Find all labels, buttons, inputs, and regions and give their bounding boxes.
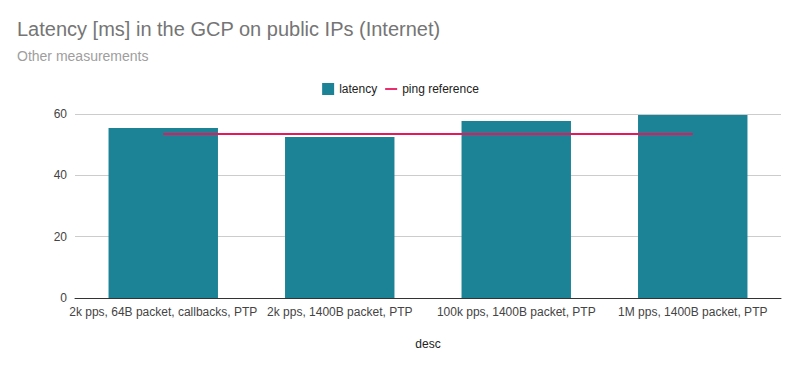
svg-text:Other measurements: Other measurements: [17, 48, 149, 64]
svg-text:40: 40: [54, 168, 68, 182]
svg-text:ping reference: ping reference: [402, 82, 479, 96]
svg-text:2k pps, 1400B packet, PTP: 2k pps, 1400B packet, PTP: [267, 305, 412, 319]
svg-text:20: 20: [54, 230, 68, 244]
svg-text:0: 0: [60, 291, 67, 305]
svg-text:1M pps, 1400B packet, PTP: 1M pps, 1400B packet, PTP: [618, 305, 767, 319]
svg-text:latency: latency: [339, 82, 377, 96]
svg-text:100k pps, 1400B packet, PTP: 100k pps, 1400B packet, PTP: [437, 305, 596, 319]
svg-text:2k pps, 64B packet, callbacks,: 2k pps, 64B packet, callbacks, PTP: [69, 305, 257, 319]
svg-text:60: 60: [54, 107, 68, 121]
svg-text:Latency [ms] in the GCP on pub: Latency [ms] in the GCP on public IPs (I…: [17, 18, 440, 40]
svg-text:desc: desc: [415, 337, 440, 351]
